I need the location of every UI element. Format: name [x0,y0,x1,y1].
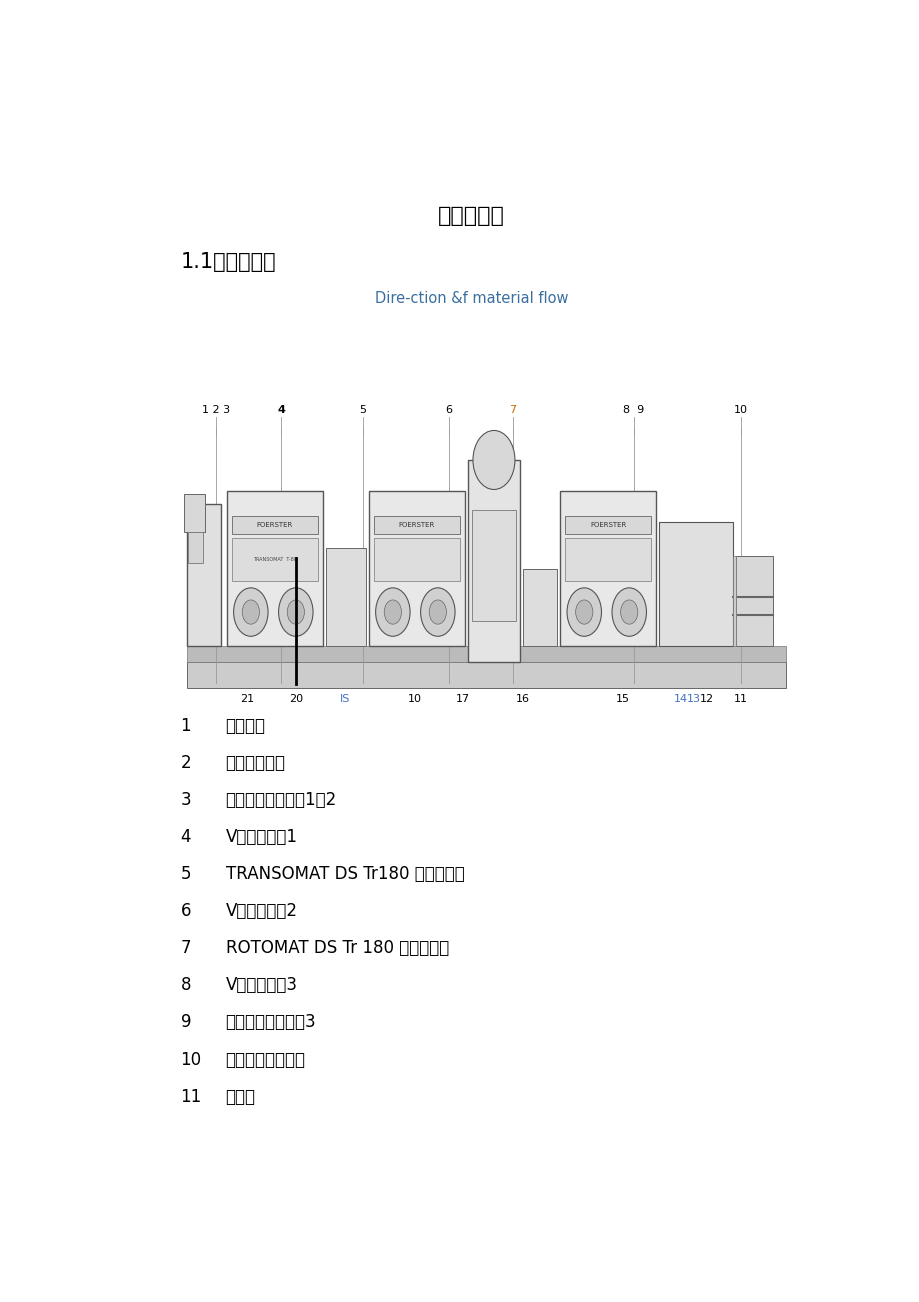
Bar [564,538,651,581]
Text: FOERSTER: FOERSTER [256,522,292,529]
Circle shape [575,600,592,624]
Bar [232,538,317,581]
Bar [187,504,221,646]
Bar [560,491,655,646]
Text: 8: 8 [180,976,191,995]
Text: 11: 11 [180,1087,201,1105]
Circle shape [375,587,410,637]
Text: 10: 10 [180,1051,201,1069]
Text: V型双轮驱动3: V型双轮驱动3 [225,976,297,995]
Bar [658,522,732,646]
Circle shape [420,587,455,637]
Circle shape [233,587,267,637]
Text: 12: 12 [699,694,713,703]
Text: Dire-ction &f material flow: Dire-ction &f material flow [374,292,568,306]
Text: 10: 10 [407,694,421,703]
Bar [227,491,323,646]
Text: 5: 5 [180,865,191,883]
Text: 3: 3 [180,790,191,809]
Text: 5: 5 [359,405,367,415]
Circle shape [278,587,312,637]
Text: 储液罐: 储液罐 [225,1087,255,1105]
Text: ROTOMAT DS Tr 180 检测器系统: ROTOMAT DS Tr 180 检测器系统 [225,939,448,957]
Circle shape [287,600,304,624]
Bar [523,569,557,646]
Text: TRANSOMAT DS Tr180 检测器系统: TRANSOMAT DS Tr180 检测器系统 [225,865,464,883]
Bar [187,646,785,661]
Bar [471,510,516,621]
Text: 2: 2 [180,754,191,772]
Circle shape [566,587,601,637]
Text: FOERSTER: FOERSTER [589,522,626,529]
Text: 13: 13 [686,694,700,703]
Text: 9: 9 [180,1013,191,1031]
Circle shape [429,600,446,624]
Bar [180,428,797,687]
Bar [187,661,785,687]
Text: 自动规格调整电机1及2: 自动规格调整电机1及2 [225,790,336,809]
Bar [184,493,205,533]
Bar [369,491,464,646]
Text: 颜色标记设备喷枪: 颜色标记设备喷枪 [225,1051,305,1069]
Circle shape [620,600,637,624]
Circle shape [472,431,515,490]
Text: 6: 6 [180,902,191,921]
Text: 1.1、设备结构: 1.1、设备结构 [180,251,276,272]
Text: 1: 1 [180,716,191,734]
Text: 4: 4 [180,828,191,846]
Text: 21: 21 [240,694,254,703]
Bar [564,516,651,534]
Text: 4: 4 [277,405,285,415]
Bar [373,538,460,581]
Text: 1 2 3: 1 2 3 [202,405,230,415]
Text: TRANSOMAT  T-80: TRANSOMAT T-80 [253,557,296,561]
Text: 16: 16 [516,694,529,703]
Text: 7: 7 [509,405,516,415]
Bar [373,516,460,534]
Text: V型双轮驱动2: V型双轮驱动2 [225,902,297,921]
Text: 8  9: 8 9 [623,405,644,415]
Bar [735,556,773,646]
Text: 7: 7 [180,939,191,957]
Bar [325,548,366,646]
Text: IS: IS [339,694,349,703]
Bar [467,460,519,661]
Text: 11: 11 [733,694,747,703]
Text: 15: 15 [615,694,629,703]
Text: 、技术参数: 、技术参数 [437,207,505,227]
Text: 入口保护: 入口保护 [225,716,266,734]
Bar [232,516,317,534]
Circle shape [611,587,646,637]
Text: 20: 20 [289,694,303,703]
Circle shape [242,600,259,624]
Bar [732,556,735,646]
Text: 自动规格调整电机3: 自动规格调整电机3 [225,1013,316,1031]
Text: 17: 17 [456,694,470,703]
Circle shape [384,600,401,624]
Text: 10: 10 [733,405,747,415]
Text: 6: 6 [445,405,452,415]
Text: V型双轮驱动1: V型双轮驱动1 [225,828,297,846]
Text: FOERSTER: FOERSTER [398,522,435,529]
Bar [187,533,203,564]
Text: 14: 14 [673,694,686,703]
Text: 激光测速单元: 激光测速单元 [225,754,285,772]
